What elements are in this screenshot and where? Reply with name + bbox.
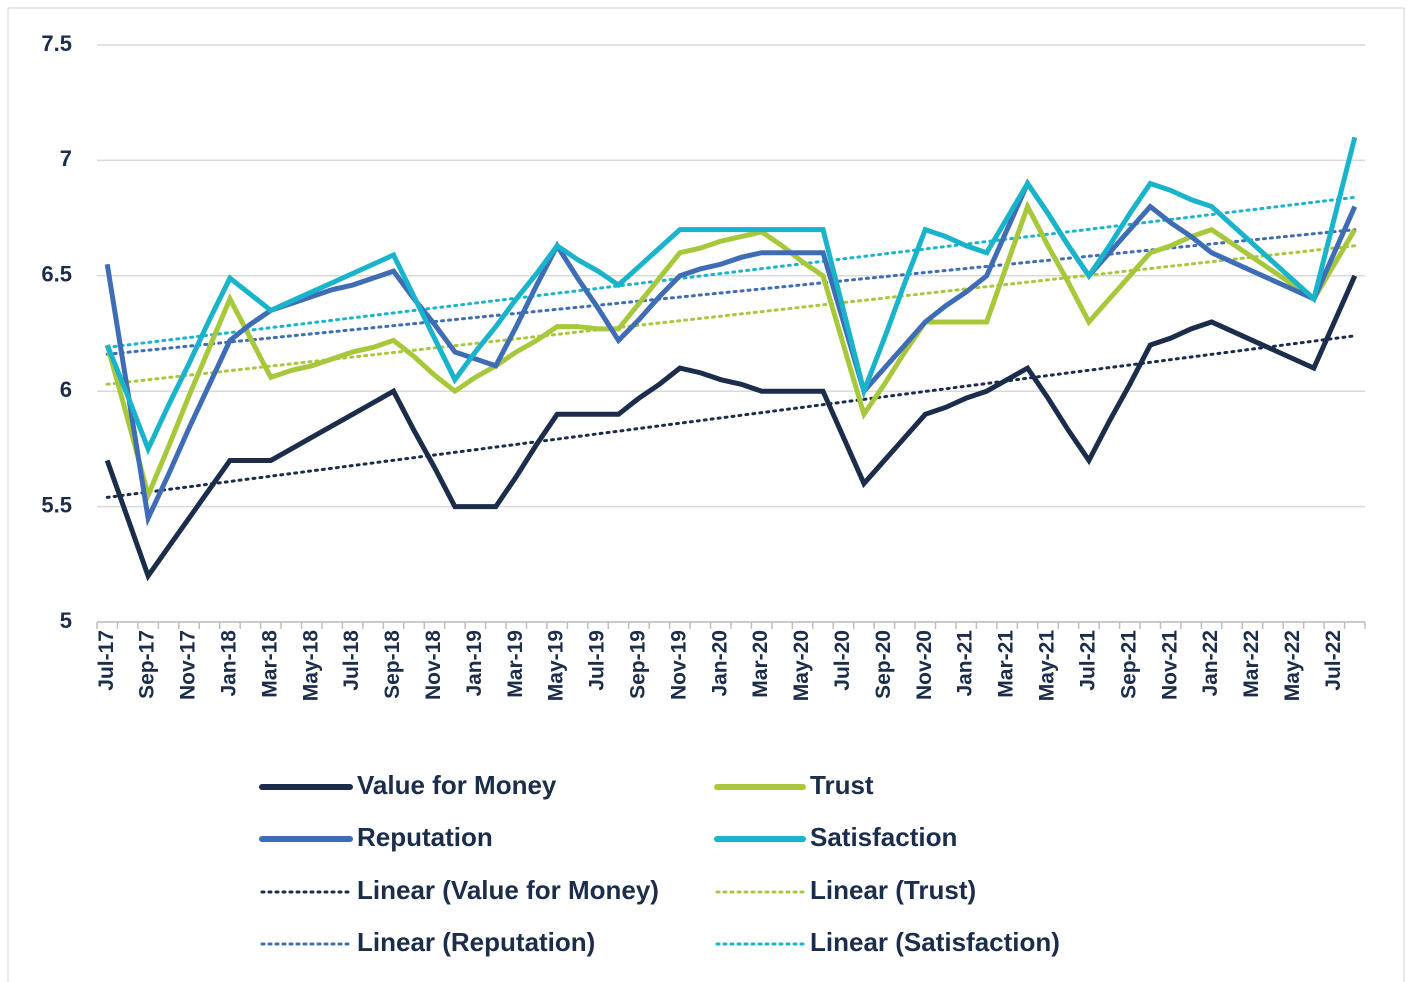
x-tick-label: Jul-21	[1076, 630, 1099, 691]
series-line	[104, 136, 1358, 456]
legend-label: Value for Money	[357, 770, 557, 800]
x-tick-label: Jan-19	[463, 630, 486, 697]
series-line	[104, 274, 1358, 582]
x-tick-label: Mar-19	[504, 630, 527, 698]
y-tick-label: 6	[60, 377, 72, 402]
legend-label: Satisfaction	[810, 822, 957, 852]
x-tick-label: May-19	[545, 630, 568, 701]
series-line	[104, 200, 1357, 503]
y-tick-label: 7.5	[41, 31, 72, 56]
trend-line	[105, 195, 1357, 349]
x-tick-label: Mar-22	[1240, 630, 1263, 698]
x-tick-label: Nov-17	[177, 630, 200, 700]
y-tick-label: 7	[60, 146, 72, 171]
x-tick-label: Sep-21	[1117, 630, 1140, 699]
x-tick-label: Jan-18	[217, 630, 240, 697]
x-tick-label: Sep-17	[136, 630, 159, 699]
x-tick-label: Nov-21	[1158, 630, 1181, 700]
x-tick-label: Mar-21	[995, 630, 1018, 698]
legend-label: Linear (Value for Money)	[357, 875, 659, 905]
x-tick-label: Jan-20	[708, 630, 731, 697]
x-tick-label: Jul-20	[831, 630, 854, 691]
x-tick-label: Nov-18	[422, 630, 445, 700]
legend-label: Linear (Satisfaction)	[810, 927, 1060, 957]
legend-label: Reputation	[357, 822, 493, 852]
x-tick-label: May-18	[299, 630, 322, 702]
trend-line	[105, 334, 1357, 499]
x-tick-label: Sep-19	[627, 630, 650, 699]
legend-label: Linear (Trust)	[810, 875, 976, 905]
y-tick-label: 5	[60, 608, 72, 633]
frame	[7, 7, 1405, 982]
x-tick-label: Jul-18	[340, 630, 363, 691]
x-tick-label: May-21	[1036, 630, 1059, 702]
x-tick-label: Jul-22	[1322, 630, 1345, 691]
y-tick-label: 5.5	[41, 492, 72, 517]
series-line	[104, 178, 1358, 527]
x-tick-label: Nov-19	[667, 630, 690, 700]
legend-label: Trust	[810, 770, 874, 800]
trend-line	[105, 244, 1357, 386]
x-tick-label: Mar-18	[258, 630, 281, 698]
x-tick-label: Nov-20	[913, 630, 936, 700]
x-tick-label: Jan-21	[954, 630, 977, 697]
x-tick-label: Jul-19	[586, 630, 609, 691]
x-tick-label: May-20	[790, 630, 813, 701]
y-tick-label: 6.5	[41, 262, 72, 287]
legend-label: Linear (Reputation)	[357, 927, 595, 957]
x-tick-label: Mar-20	[749, 630, 772, 698]
x-tick-label: Sep-20	[872, 630, 895, 699]
x-tick-label: Sep-18	[381, 630, 404, 699]
x-tick-label: Jan-22	[1199, 630, 1222, 697]
x-tick-label: May-22	[1281, 630, 1304, 701]
x-tick-label: Jul-17	[95, 630, 118, 691]
trend-line	[105, 228, 1357, 356]
